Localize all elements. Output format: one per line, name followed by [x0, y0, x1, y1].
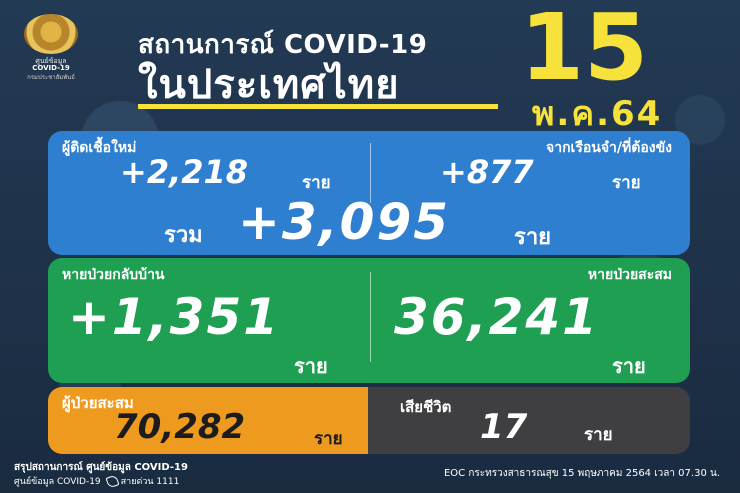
recovered-today-unit: ราย [294, 354, 328, 378]
page-title-line2: ในประเทศไทย [138, 62, 400, 108]
new-cases-unit: ราย [302, 173, 331, 193]
new-cases-card: ผู้ติดเชื้อใหม่ +2,218 ราย จากเรือนจำ/ที… [48, 131, 690, 255]
recovered-cumulative-label: หายป่วยสะสม [587, 267, 672, 283]
footer-contact: ศูนย์ข้อมูล COVID-19 สายด่วน 1111 [14, 474, 180, 489]
title-underline [138, 104, 498, 109]
footer-source: EOC กระทรวงสาธารณสุข 15 พฤษภาคม 2564 เวล… [443, 468, 720, 479]
deaths-unit: ราย [584, 425, 613, 445]
new-cases-label: ผู้ติดเชื้อใหม่ [62, 140, 137, 156]
date-day: 15 [520, 0, 649, 101]
cumulative-cases-label: ผู้ป่วยสะสม [62, 394, 134, 412]
cumulative-cases-card: ผู้ป่วยสะสม 70,282 ราย [48, 387, 368, 454]
logo-caption-line2: COVID-19 [32, 64, 70, 72]
footer-summary: สรุปสถานการณ์ ศูนย์ข้อมูล COVID-19 [14, 462, 188, 473]
footer-hotline: สายด่วน 1111 [120, 477, 180, 487]
total-new-label: รวม [164, 223, 203, 248]
cumulative-cases-value: 70,282 [114, 407, 246, 447]
recovered-today-label: หายป่วยกลับบ้าน [62, 267, 165, 283]
recovered-cumulative-unit: ราย [612, 354, 646, 378]
prd-logo-icon [24, 14, 78, 54]
recovered-cumulative-value: 36,241 [394, 288, 599, 346]
deaths-label: เสียชีวิต [400, 398, 452, 416]
logo-caption-line1: ศูนย์ข้อมูล [35, 57, 67, 65]
prison-cases-value: +877 [440, 153, 534, 191]
new-cases-value: +2,218 [120, 153, 249, 191]
recovered-today-value: +1,351 [68, 288, 281, 346]
prison-cases-label: จากเรือนจำ/ที่ต้องขัง [546, 140, 672, 156]
deaths-value: 17 [480, 407, 528, 447]
prison-cases-unit: ราย [612, 173, 641, 193]
phone-icon [105, 474, 120, 489]
card-divider [370, 143, 371, 203]
page-title-line1: สถานการณ์ COVID-19 [138, 30, 428, 60]
logo-caption-line3: กรมประชาสัมพันธ์ [27, 74, 75, 81]
recovered-card: หายป่วยกลับบ้าน +1,351 ราย หายป่วยสะสม 3… [48, 258, 690, 383]
total-new-value: +3,095 [238, 193, 451, 251]
cumulative-cases-unit: ราย [314, 429, 343, 449]
footer-center: ศูนย์ข้อมูล COVID-19 [14, 477, 101, 487]
deaths-card: เสียชีวิต 17 ราย [368, 387, 690, 454]
date-month: พ.ค.64 [532, 94, 663, 134]
total-new-unit: ราย [514, 225, 552, 250]
card-divider [370, 272, 371, 362]
